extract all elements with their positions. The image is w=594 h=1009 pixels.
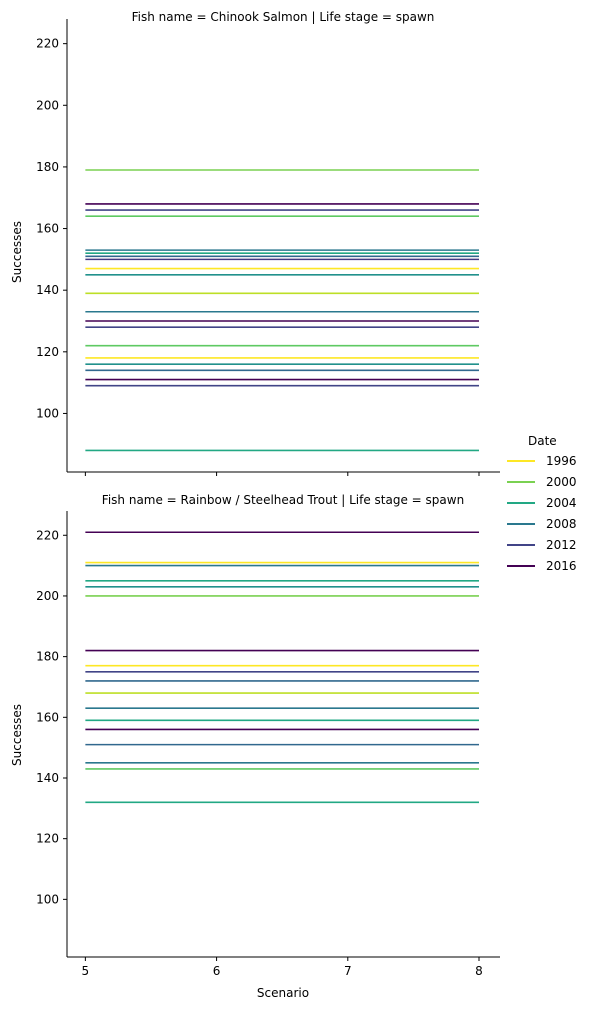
x-axis: 5 6 7 8 xyxy=(82,957,483,978)
legend-label: 2008 xyxy=(546,517,577,531)
legend-label: 2012 xyxy=(546,538,577,552)
legend-label: 2004 xyxy=(546,496,577,510)
y-axis: 100 120 140 160 180 200 220 xyxy=(36,37,67,420)
y-tick-label: 120 xyxy=(36,832,59,846)
x-tick-label: 5 xyxy=(82,964,90,978)
y-tick-label: 120 xyxy=(36,345,59,359)
y-tick-label: 200 xyxy=(36,98,59,112)
facet-panel-rainbow-steelhead-trout: Fish name = Rainbow / Steelhead Trout | … xyxy=(10,493,500,1000)
y-tick-label: 140 xyxy=(36,283,59,297)
series-lines xyxy=(85,169,480,452)
facet-panel-chinook-salmon: Fish name = Chinook Salmon | Life stage … xyxy=(10,10,500,476)
y-tick-label: 180 xyxy=(36,160,59,174)
x-axis xyxy=(84,472,480,476)
x-tick-label: 6 xyxy=(213,964,221,978)
series-lines xyxy=(85,531,480,804)
y-tick-label: 160 xyxy=(36,710,59,724)
legend-title: Date xyxy=(528,434,557,448)
y-axis-label: Successes xyxy=(10,704,24,766)
x-tick-label: 8 xyxy=(475,964,483,978)
panel-title: Fish name = Rainbow / Steelhead Trout | … xyxy=(102,493,464,507)
x-axis-label: Scenario xyxy=(257,986,309,1000)
y-axis: 100 120 140 160 180 200 220 xyxy=(36,528,67,906)
legend-label: 2000 xyxy=(546,475,577,489)
y-tick-label: 100 xyxy=(36,892,59,906)
y-tick-label: 160 xyxy=(36,222,59,236)
y-tick-label: 200 xyxy=(36,589,59,603)
y-tick-label: 180 xyxy=(36,650,59,664)
y-axis-label: Successes xyxy=(10,221,24,283)
x-tick-label: 7 xyxy=(344,964,352,978)
y-tick-label: 140 xyxy=(36,771,59,785)
y-tick-label: 100 xyxy=(36,406,59,420)
y-tick-label: 220 xyxy=(36,528,59,542)
y-tick-label: 220 xyxy=(36,37,59,51)
legend-label: 2016 xyxy=(546,559,577,573)
panel-title: Fish name = Chinook Salmon | Life stage … xyxy=(132,10,435,24)
legend: Date 1996 2000 2004 2008 2012 2016 xyxy=(507,434,577,573)
legend-label: 1996 xyxy=(546,454,577,468)
